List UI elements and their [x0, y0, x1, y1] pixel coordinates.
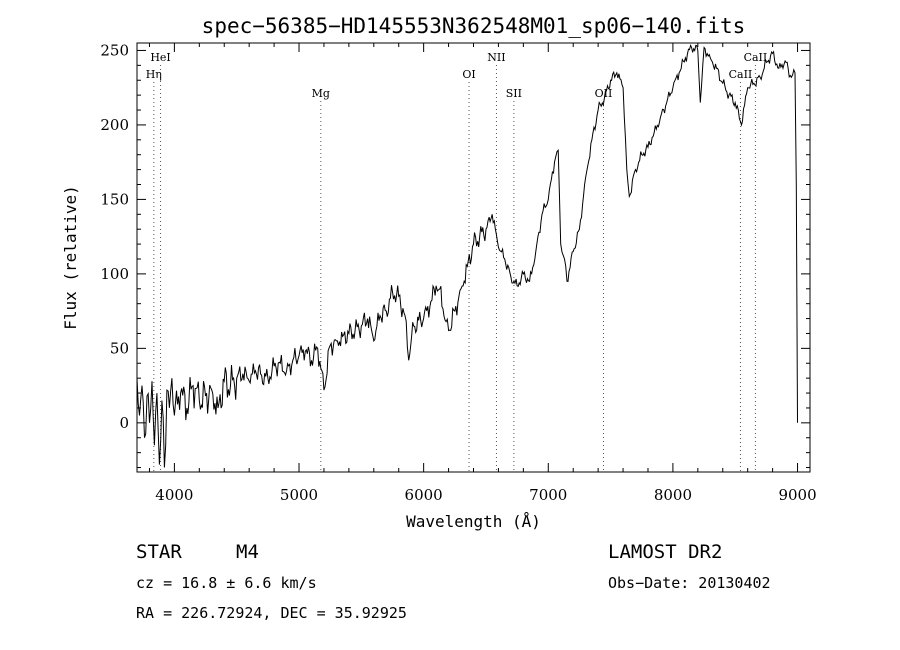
line-marker-label: HeI	[150, 51, 170, 64]
plot-frame	[136, 42, 811, 473]
x-tick-label: 9000	[778, 486, 816, 504]
y-tick-label: 0	[119, 414, 129, 432]
y-tick-label: 250	[100, 41, 129, 59]
x-tick-label: 5000	[280, 486, 318, 504]
x-axis-label: Wavelength (Å)	[406, 512, 541, 531]
x-tick-label: 8000	[654, 486, 692, 504]
line-marker-label: Hη	[146, 68, 162, 81]
spectrum-series-line	[137, 43, 798, 468]
coordinates-text: RA = 226.72924, DEC = 35.92925	[136, 604, 407, 622]
line-marker-label: NII	[487, 51, 505, 64]
x-tick-label: 6000	[405, 486, 443, 504]
line-marker-label: SII	[506, 87, 522, 100]
obs-date-text: Obs−Date: 20130402	[608, 574, 771, 592]
object-subclass: M4	[236, 541, 259, 563]
chart-title: spec−56385−HD145553N362548M01_sp06−140.f…	[202, 14, 746, 38]
x-tick-label: 7000	[529, 486, 567, 504]
line-marker-label: OI	[462, 68, 475, 81]
redshift-text: cz = 16.8 ± 6.6 km/s	[136, 574, 317, 592]
x-tick-label: 4000	[155, 486, 193, 504]
y-tick-label: 100	[100, 265, 129, 283]
y-axis-label: Flux (relative)	[61, 185, 80, 330]
line-marker-label: Mg	[312, 87, 330, 100]
object-class: STAR	[136, 541, 182, 563]
y-tick-label: 200	[100, 116, 129, 134]
line-marker-label: CaII	[744, 51, 768, 64]
survey-name: LAMOST DR2	[608, 541, 723, 563]
y-tick-label: 50	[110, 339, 129, 357]
line-marker-label: OII	[595, 87, 613, 100]
y-tick-label: 150	[100, 190, 129, 208]
line-marker-label: CaII	[729, 68, 753, 81]
